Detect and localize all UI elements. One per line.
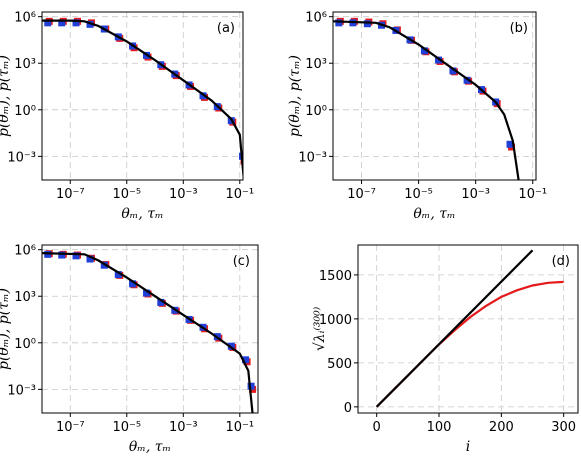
marker xyxy=(129,280,137,288)
marker xyxy=(363,20,371,28)
frame xyxy=(41,244,259,414)
line xyxy=(42,252,254,413)
marker xyxy=(72,19,80,27)
x-tick-label: 10⁻⁷ xyxy=(347,187,376,202)
line xyxy=(375,249,534,408)
marker xyxy=(242,356,250,364)
x-tick-label: 0 xyxy=(373,420,381,435)
marker xyxy=(435,56,443,64)
y-tick-label: 10⁻³ xyxy=(298,150,327,165)
x-tick-label: 10⁻³ xyxy=(169,187,198,202)
marker xyxy=(420,47,428,55)
y-axis-label: p(θₘ), p(τₘ) xyxy=(0,55,12,137)
line xyxy=(333,20,520,180)
y-tick-label: 10⁰ xyxy=(14,337,36,352)
x-tick-label: 10⁻⁵ xyxy=(404,187,433,202)
x-tick-label: 10⁻³ xyxy=(461,187,490,202)
x-axis-label: θₘ, τₘ xyxy=(413,206,455,222)
y-tick-label: 1000 xyxy=(319,313,352,328)
line xyxy=(42,19,243,180)
y-axis-label: p(θₘ), p(τₘ) xyxy=(0,288,12,370)
x-tick-label: 100 xyxy=(427,420,452,435)
y-axis-label: √λᵢ⁽³⁰⁰⁾ xyxy=(312,306,328,351)
marker xyxy=(44,19,52,27)
panel: 10⁻⁷ 10⁻⁵ 10⁻³ 10⁻¹ 10⁻³ 10⁰ 10³ 10⁶ (b) θₘ, τₘ p(… xyxy=(287,11,547,222)
x-tick-label: 10⁻¹ xyxy=(225,187,254,202)
x-axis-label: θₘ, τₘ xyxy=(129,439,171,455)
x-tick-label: 10⁻⁷ xyxy=(56,187,85,202)
y-tick-label: 10⁶ xyxy=(14,244,36,259)
frame xyxy=(332,11,537,181)
y-tick-label: 10⁶ xyxy=(14,11,36,26)
y-axis-label: p(θₘ), p(τₘ) xyxy=(287,55,303,137)
marker xyxy=(247,382,255,390)
panel: 10⁻⁷ 10⁻⁵ 10⁻³ 10⁻¹ 10⁻³ 10⁰ 10³ 10⁶ (c) θₘ, τₘ p(… xyxy=(0,244,259,455)
frame xyxy=(41,11,244,181)
y-tick-label: 10⁰ xyxy=(305,104,327,119)
marker xyxy=(86,20,94,28)
y-tick-label: 0 xyxy=(344,401,352,416)
y-tick-label: 1500 xyxy=(319,269,352,284)
annotation: (a) xyxy=(217,21,235,36)
x-tick-label: 200 xyxy=(489,420,514,435)
y-tick-label: 10³ xyxy=(305,57,327,72)
marker xyxy=(199,92,207,100)
y-tick-label: 10⁶ xyxy=(305,11,327,26)
marker xyxy=(449,67,457,75)
marker xyxy=(157,298,165,306)
x-axis-label: i xyxy=(466,439,470,455)
annotation: (d) xyxy=(552,254,570,269)
marker xyxy=(143,289,151,297)
x-tick-label: 10⁻¹ xyxy=(226,420,255,435)
x-tick-label: 10⁻¹ xyxy=(518,187,547,202)
y-tick-label: 10³ xyxy=(14,290,36,305)
annotation: (b) xyxy=(510,21,528,36)
x-tick-label: 10⁻³ xyxy=(169,420,198,435)
marker xyxy=(86,255,94,263)
series-group xyxy=(375,249,564,408)
panel: 10⁻⁷ 10⁻⁵ 10⁻³ 10⁻¹ 10⁻³ 10⁰ 10³ 10⁶ (a) θₘ, τₘ p(… xyxy=(0,11,254,222)
x-tick-label: 10⁻⁷ xyxy=(56,420,85,435)
marker xyxy=(335,19,343,27)
frame xyxy=(357,244,579,414)
y-tick-label: 10⁰ xyxy=(14,104,36,119)
x-tick-label: 300 xyxy=(551,420,576,435)
y-tick-label: 10³ xyxy=(14,57,36,72)
marker xyxy=(72,252,80,260)
annotation: (c) xyxy=(233,254,250,269)
marker xyxy=(58,19,66,27)
x-axis-label: θₘ, τₘ xyxy=(121,206,163,222)
x-tick-label: 10⁻⁵ xyxy=(112,420,141,435)
marker xyxy=(114,271,122,279)
y-tick-label: 10⁻³ xyxy=(7,383,36,398)
y-tick-label: 500 xyxy=(327,357,352,372)
marker xyxy=(58,251,66,259)
series-group xyxy=(42,17,243,180)
marker xyxy=(463,76,471,84)
line xyxy=(375,280,564,408)
series-group xyxy=(333,17,520,180)
panel: 0 100 200 300 0 500 1000 1500 (d) i √λᵢ⁽³⁰⁰⁾ xyxy=(312,244,579,455)
y-tick-label: 10⁻³ xyxy=(7,150,36,165)
series-group xyxy=(42,250,257,413)
x-tick-label: 10⁻⁵ xyxy=(112,187,141,202)
marker xyxy=(506,140,514,148)
